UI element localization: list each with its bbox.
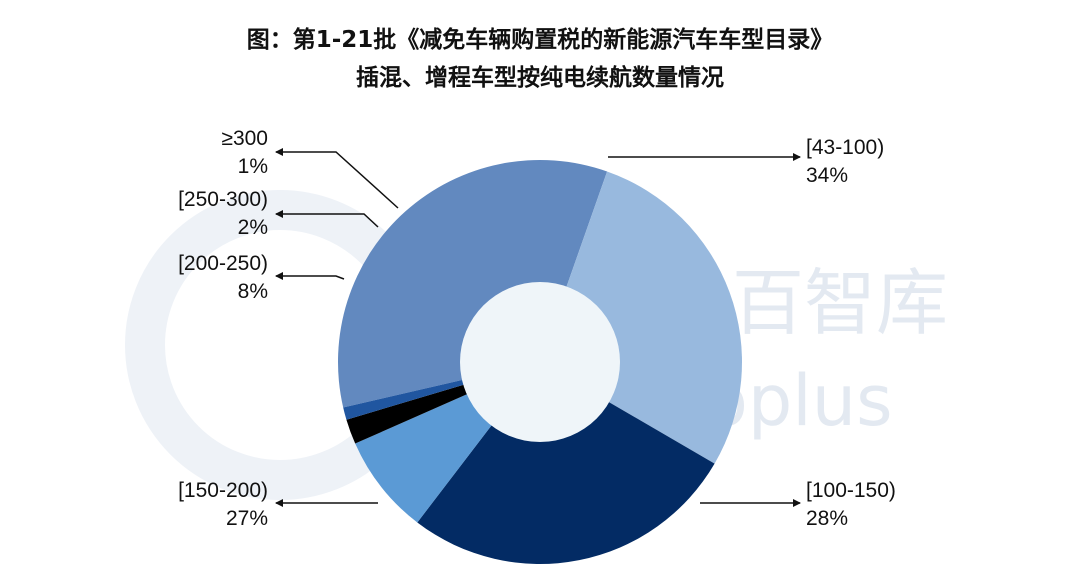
- watermark-text-cn: 百智库: [732, 261, 948, 345]
- slice-name-label-300: ≥300: [221, 127, 268, 150]
- slice-percent-label-100-150: 28%: [806, 507, 848, 530]
- leader-line-200-250: [275, 272, 345, 280]
- slice-percent-label-43-100: 34%: [806, 164, 848, 187]
- donut-hole: [460, 282, 620, 442]
- slice-percent-label-200-250: 8%: [238, 280, 268, 303]
- slice-name-label-200-250: [200-250): [178, 252, 268, 275]
- slice-150-200: [417, 362, 715, 564]
- slice-name-label-150-200: [150-200): [178, 479, 268, 502]
- leader-line-300: [275, 148, 399, 209]
- slice-name-label-100-150: [100-150): [806, 479, 896, 502]
- leader-line-250-300: [275, 210, 379, 228]
- slice-name-label-43-100: [43-100): [806, 136, 884, 159]
- slice-percent-label-250-300: 2%: [238, 216, 268, 239]
- chart-title-line2: 插混、增程车型按纯电续航数量情况: [356, 65, 724, 91]
- chart-title-line1: 图：第1-21批《减免车辆购置税的新能源汽车车型目录》: [246, 27, 834, 53]
- slice-percent-label-150-200: 27%: [226, 507, 268, 530]
- slice-name-label-250-300: [250-300): [178, 188, 268, 211]
- slice-percent-label-300: 1%: [238, 155, 268, 178]
